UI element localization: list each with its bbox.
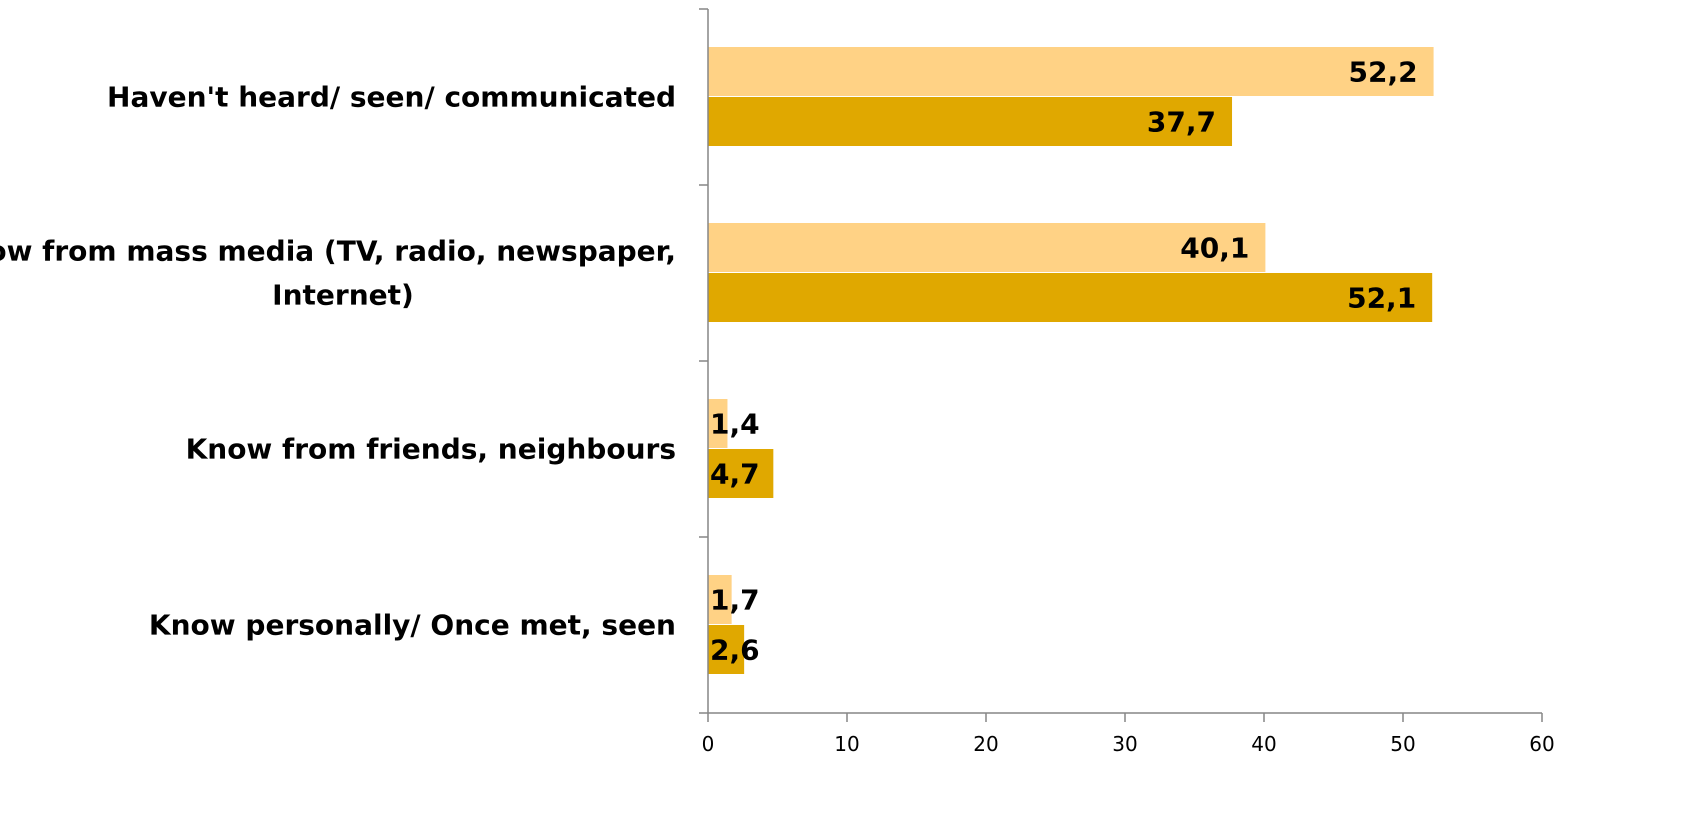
bar — [708, 575, 732, 624]
bars — [708, 47, 1434, 674]
bar — [708, 449, 774, 498]
bar — [708, 97, 1233, 146]
data-label: 52,2 — [1348, 56, 1417, 89]
data-labels: 52,2 40,1 1,4 1,7 37,7 52,1 4,7 2,6 — [710, 56, 1418, 667]
x-axis-ticks: 0 10 20 30 40 50 60 — [702, 713, 1555, 756]
bar — [708, 399, 728, 448]
category-label: Know personally/ Once met, seen — [149, 609, 676, 642]
category-label: Know from mass media (TV, radio, newspap… — [0, 235, 676, 268]
category-label: Internet) — [272, 279, 414, 312]
data-label: 2,6 — [710, 634, 760, 667]
data-label: 4,7 — [710, 458, 760, 491]
bar — [708, 625, 745, 674]
x-tick-label: 50 — [1390, 732, 1415, 756]
data-label: 37,7 — [1147, 106, 1216, 139]
bar — [708, 273, 1433, 322]
x-tick-label: 40 — [1251, 732, 1276, 756]
bar — [708, 223, 1266, 272]
data-label: 1,7 — [710, 584, 760, 617]
bar — [708, 47, 1434, 96]
data-label: 52,1 — [1347, 282, 1416, 315]
x-tick-label: 10 — [834, 732, 859, 756]
x-tick-label: 60 — [1529, 732, 1554, 756]
data-label: 40,1 — [1180, 232, 1249, 265]
data-label: 1,4 — [710, 408, 760, 441]
x-tick-label: 20 — [973, 732, 998, 756]
category-label: Know from friends, neighbours — [186, 433, 676, 466]
category-label: Haven't heard/ seen/ communicated — [107, 81, 676, 114]
y-axis-ticks — [699, 8, 708, 714]
x-tick-label: 0 — [702, 732, 715, 756]
x-tick-label: 30 — [1112, 732, 1137, 756]
category-labels: Haven't heard/ seen/ communicated Know fr… — [0, 81, 676, 642]
